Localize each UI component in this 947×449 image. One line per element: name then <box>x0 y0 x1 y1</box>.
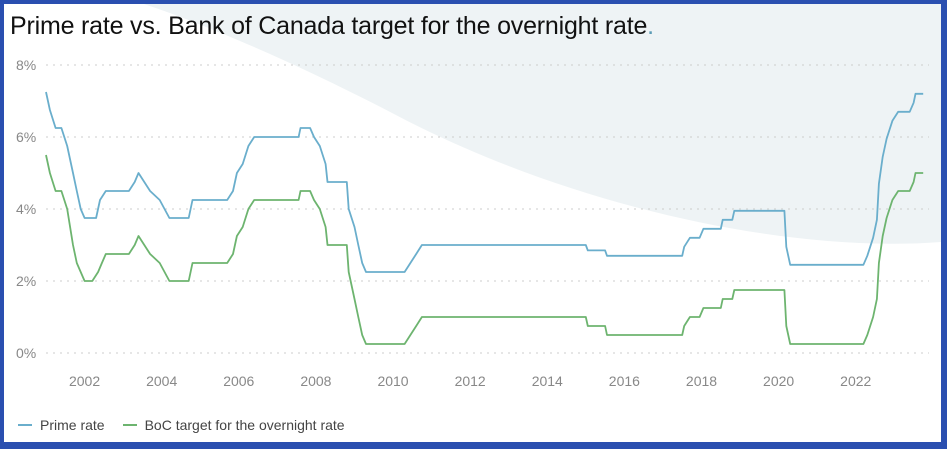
chart-frame: Prime rate vs. Bank of Canada target for… <box>4 4 941 442</box>
series-line-boc-target[interactable] <box>45 154 924 345</box>
title-accent-dot: . <box>647 12 654 40</box>
legend-swatch-boc-target <box>122 424 137 426</box>
y-tick-label: 0% <box>16 345 36 361</box>
y-tick-label: 8% <box>16 57 36 73</box>
x-tick-label: 2022 <box>840 373 871 389</box>
background-shape <box>144 4 941 244</box>
chart-title: Prime rate vs. Bank of Canada target for… <box>10 12 654 41</box>
series-line-prime-rate[interactable] <box>45 91 924 273</box>
x-axis-ticks: 2002 2004 2006 2008 2010 2012 2014 2016 2018 2020… <box>69 373 872 389</box>
x-tick-label: 2010 <box>377 373 408 389</box>
x-tick-label: 2006 <box>223 373 254 389</box>
x-tick-label: 2014 <box>532 373 563 389</box>
x-tick-label: 2018 <box>686 373 717 389</box>
legend-swatch-prime-rate <box>18 424 32 426</box>
x-tick-label: 2002 <box>69 373 100 389</box>
x-tick-label: 2012 <box>455 373 486 389</box>
x-tick-label: 2020 <box>763 373 794 389</box>
x-tick-label: 2008 <box>300 373 331 389</box>
x-tick-label: 2004 <box>146 373 177 389</box>
y-axis-ticks: 0% 2% 4% 6% 8% <box>16 57 36 361</box>
y-tick-label: 6% <box>16 129 36 145</box>
legend-item-prime-rate[interactable]: Prime rate <box>18 417 105 433</box>
x-tick-label: 2016 <box>609 373 640 389</box>
y-tick-label: 4% <box>16 201 36 217</box>
series-lines <box>45 91 924 345</box>
legend-label-prime-rate: Prime rate <box>40 417 105 433</box>
chart-legend: Prime rate BoC target for the overnight … <box>18 417 363 433</box>
line-chart: 0%2%4%6%8% 2002 2004 2006 2008 2010 2012 2014 2… <box>16 57 929 389</box>
legend-item-boc-target[interactable]: BoC target for the overnight rate <box>122 417 345 433</box>
gridlines <box>46 64 929 354</box>
y-tick-label: 2% <box>16 273 36 289</box>
legend-label-boc-target: BoC target for the overnight rate <box>144 417 345 433</box>
chart-title-text: Prime rate vs. Bank of Canada target for… <box>10 12 648 40</box>
